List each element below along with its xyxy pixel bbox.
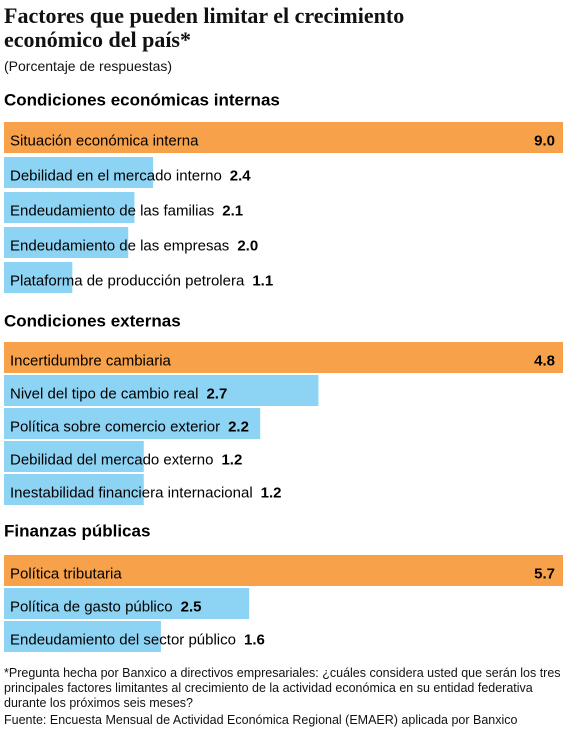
value-label: 1.6 [244, 631, 265, 648]
value-label: 9.0 [534, 132, 555, 149]
bar-label: Debilidad del mercado externo [10, 451, 213, 468]
value-label: 2.0 [237, 237, 258, 254]
bar [4, 408, 261, 439]
value-label: 2.2 [228, 418, 249, 435]
source: Fuente: Encuesta Mensual de Actividad Ec… [4, 713, 518, 727]
bar [4, 588, 250, 619]
value-label: 1.1 [252, 272, 273, 289]
bar [4, 262, 73, 293]
bar-label: Política de gasto público [10, 598, 173, 615]
bar [4, 474, 144, 505]
group-title: Condiciones externas [4, 311, 181, 330]
bar-label: Nivel del tipo de cambio real [10, 385, 198, 402]
value-label: 1.2 [221, 451, 242, 468]
value-label: 1.2 [261, 484, 282, 501]
bar-label: Endeudamiento de las empresas [10, 237, 229, 254]
group-title: Finanzas públicas [4, 521, 150, 540]
bar [4, 375, 319, 406]
value-label: 2.5 [181, 598, 202, 615]
bar-label: Debilidad en el mercado interno [10, 167, 222, 184]
bar [4, 441, 144, 472]
value-label: 4.8 [534, 352, 555, 369]
bar-label: Plataforma de producción petrolera [10, 272, 245, 289]
bar-label: Incertidumbre cambiaria [10, 352, 172, 369]
bar-label: Inestabilidad financiera internacional [10, 484, 253, 501]
bar-label: Endeudamiento del sector público [10, 631, 236, 648]
bar [4, 122, 563, 153]
bar [4, 621, 161, 652]
value-label: 2.7 [206, 385, 227, 402]
value-label: 2.4 [230, 167, 252, 184]
bar-label: Situación económica interna [10, 132, 199, 149]
bar [4, 227, 129, 258]
group-title: Condiciones económicas internas [4, 90, 280, 109]
bar [4, 342, 563, 373]
value-label: 5.7 [534, 565, 555, 582]
value-label: 2.1 [222, 202, 243, 219]
bar-label: Política tributaria [10, 565, 122, 582]
chart-title: Factores que pueden limitar el crecimien… [4, 3, 405, 52]
footnote: *Pregunta hecha por Banxico a directivos… [4, 666, 561, 710]
bar [4, 157, 154, 188]
chart-subtitle: (Porcentaje de respuestas) [4, 58, 173, 74]
bar-label: Endeudamiento de las familias [10, 202, 214, 219]
bar-label: Política sobre comercio exterior [10, 418, 220, 435]
bar [4, 192, 135, 223]
bar [4, 555, 563, 586]
